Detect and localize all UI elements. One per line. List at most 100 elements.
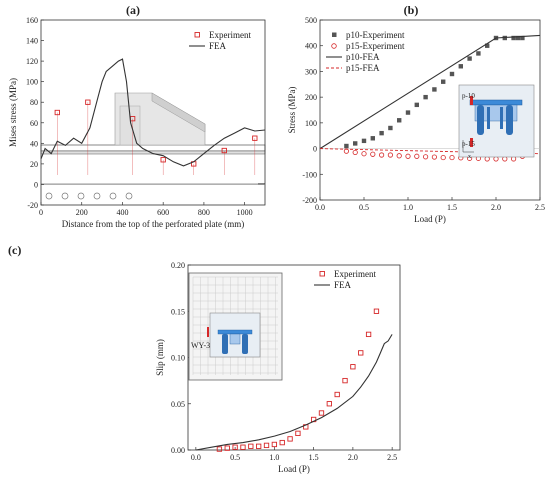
panel-b: 0.0 0.5 1.0 1.5 2.0 2.5 -200 -100 0 100 200 300 400 5… xyxy=(287,16,545,224)
data-point xyxy=(318,410,325,416)
axes-b: 0.0 0.5 1.0 1.5 2.0 2.5 -200 -100 0 100 200 300 400 5… xyxy=(287,16,545,224)
data-point xyxy=(515,35,521,41)
y-tick-label: 0.10 xyxy=(171,354,185,363)
data-point xyxy=(350,364,356,370)
x-tick-label: 600 xyxy=(157,208,169,217)
data-point xyxy=(279,439,285,446)
data-point xyxy=(379,130,384,136)
data-point xyxy=(240,444,246,450)
inset-label-p15: p-15 xyxy=(462,140,475,148)
series-fea xyxy=(195,334,393,451)
series-p10-fea xyxy=(319,34,541,150)
data-point xyxy=(449,71,455,77)
data-point xyxy=(510,156,517,162)
x-axis-label: Load (P) xyxy=(414,214,446,224)
data-point xyxy=(373,308,380,314)
legend-label: Experiment xyxy=(209,30,251,40)
legend-label: Experiment xyxy=(334,269,376,279)
y-tick-label: 80 xyxy=(30,98,38,107)
inset-label-x: x xyxy=(468,154,471,160)
y-tick-label: 0.05 xyxy=(171,400,185,409)
panel-b-inset: p-10 p-15 x xyxy=(458,84,535,160)
legend-swatch xyxy=(194,32,200,38)
data-point xyxy=(271,441,278,448)
x-tick-label: 0.0 xyxy=(191,453,201,462)
data-point xyxy=(370,151,376,157)
x-axis-label: Load (P) xyxy=(278,464,310,474)
y-tick-label: 140 xyxy=(26,37,38,46)
data-point xyxy=(248,443,254,449)
data-point xyxy=(342,377,348,384)
data-point xyxy=(287,436,293,442)
data-point xyxy=(295,430,301,436)
data-point xyxy=(85,99,91,105)
data-point xyxy=(365,331,372,338)
panel-a: 0 200 400 600 800 1000-2002040608010012014016… xyxy=(8,16,266,229)
data-point xyxy=(422,154,429,160)
y-tick-label: 0.20 xyxy=(171,261,185,270)
y-tick-label: 0 xyxy=(34,180,38,189)
y-axis-label: Mises stress (MPa) xyxy=(8,78,18,147)
legend-label: p10-Experiment xyxy=(346,30,405,40)
data-point xyxy=(224,445,230,451)
y-tick-label: 200 xyxy=(305,93,317,102)
series-line xyxy=(319,148,541,155)
series-line xyxy=(195,334,393,451)
data-point xyxy=(160,157,166,163)
x-tick-label: 0 xyxy=(39,208,43,217)
data-point xyxy=(405,110,411,115)
y-tick-label: 0.15 xyxy=(171,307,185,316)
x-tick-label: 0.0 xyxy=(315,203,325,212)
data-point xyxy=(423,94,428,100)
series-fea xyxy=(40,58,266,167)
inset-label-p10: p-10 xyxy=(462,92,475,100)
data-point xyxy=(502,156,508,162)
series-line xyxy=(40,58,266,167)
data-point xyxy=(334,391,340,398)
y-tick-label: 60 xyxy=(30,119,38,128)
x-tick-label: 1000 xyxy=(237,208,253,217)
x-tick-label: 0.5 xyxy=(359,203,369,212)
y-tick-label: -20 xyxy=(27,201,38,210)
x-tick-label: 2.5 xyxy=(535,203,545,212)
data-point xyxy=(232,444,238,450)
series-experiment xyxy=(216,308,380,452)
x-tick-label: 2.5 xyxy=(387,453,397,462)
data-point xyxy=(378,152,385,158)
data-point xyxy=(431,154,437,160)
panel-a-background-drawing xyxy=(40,92,266,200)
data-point xyxy=(54,109,60,116)
perforation-holes xyxy=(45,192,133,200)
data-point xyxy=(256,443,262,449)
series-p15-fea xyxy=(319,148,541,155)
x-tick-label: 2.0 xyxy=(491,203,501,212)
data-point xyxy=(252,135,258,141)
x-tick-label: 800 xyxy=(198,208,210,217)
legend-swatch xyxy=(332,32,337,37)
data-point xyxy=(352,149,358,156)
panel-c: 0.0 0.5 1.0 1.5 2.0 2.5 0.00 0.05 0.10 0.15 0.20 Lo… xyxy=(155,261,401,474)
x-axis-label: Distance from the top of the perforated … xyxy=(62,219,244,229)
x-tick-label: 1.5 xyxy=(309,453,319,462)
plot-frame xyxy=(40,19,266,206)
data-point xyxy=(520,35,525,41)
data-point xyxy=(441,79,446,84)
legend-swatch xyxy=(319,271,325,277)
data-point xyxy=(387,152,393,158)
panel-label-a: (a) xyxy=(126,3,140,17)
y-tick-label: 40 xyxy=(30,139,38,148)
data-point xyxy=(361,151,367,157)
data-point xyxy=(493,156,499,162)
data-point xyxy=(467,56,472,61)
data-point xyxy=(263,442,270,449)
legend-swatch xyxy=(331,43,337,49)
x-tick-label: 2.0 xyxy=(348,453,358,462)
y-tick-label: 500 xyxy=(305,16,317,25)
y-axis-label: Slip (mm) xyxy=(155,339,165,376)
y-tick-label: 0.00 xyxy=(171,446,185,455)
data-point xyxy=(216,446,223,452)
y-tick-label: 300 xyxy=(305,67,317,76)
panel-label-b: (b) xyxy=(404,3,419,17)
x-tick-label: 400 xyxy=(116,208,128,217)
